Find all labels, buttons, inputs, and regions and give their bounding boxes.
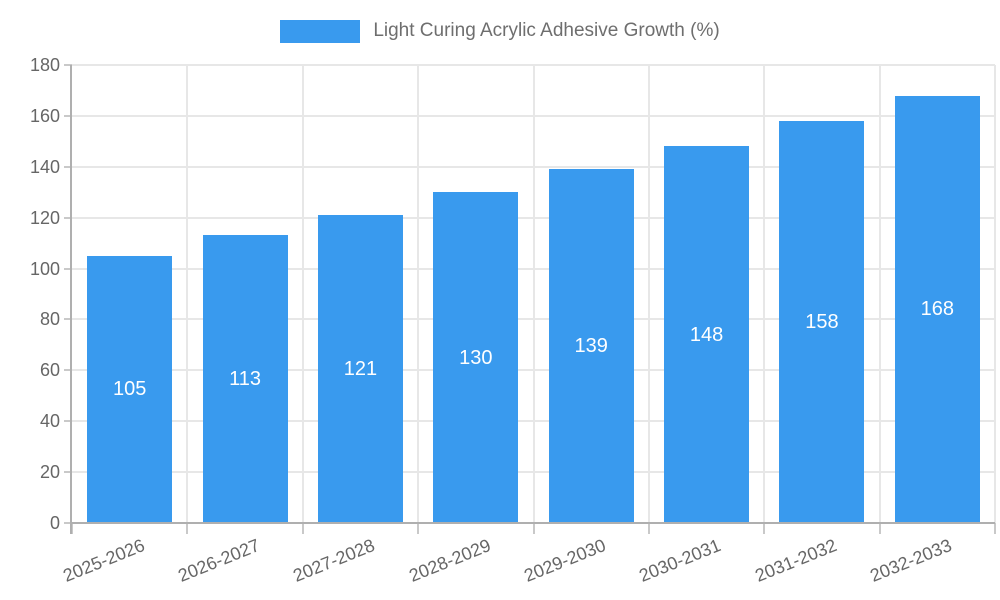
v-gridline xyxy=(532,65,535,523)
y-tick-label: 100 xyxy=(29,258,60,279)
bar-value-label: 148 xyxy=(689,323,724,346)
y-tick-label: 180 xyxy=(29,55,60,75)
y-tick xyxy=(64,216,72,219)
legend-swatch xyxy=(280,19,361,43)
legend[interactable]: Light Curing Acrylic Adhesive Growth (%) xyxy=(0,18,1000,44)
x-tick xyxy=(532,523,535,534)
y-tick xyxy=(64,114,72,117)
y-tick-label: 160 xyxy=(29,105,60,126)
y-tick xyxy=(64,318,72,321)
v-gridline xyxy=(763,65,766,523)
x-tick xyxy=(878,523,881,534)
x-tick-label: 2030-2031 xyxy=(636,535,725,586)
x-tick xyxy=(71,523,73,534)
bar[interactable] xyxy=(664,146,750,523)
x-tick-label: 2025-2026 xyxy=(59,535,148,586)
x-tick-label: 2032-2033 xyxy=(867,535,955,586)
x-tick xyxy=(763,523,766,534)
bar-value-label: 139 xyxy=(574,335,608,358)
bar-value-label: 130 xyxy=(459,346,493,369)
y-tick-label: 80 xyxy=(39,309,60,330)
x-tick-label: 2027-2028 xyxy=(290,535,378,586)
y-tick-label: 140 xyxy=(29,156,60,177)
x-tick xyxy=(301,523,304,534)
bar-value-label: 105 xyxy=(113,378,147,401)
x-axis-line xyxy=(70,522,995,524)
v-gridline xyxy=(417,65,420,523)
y-tick xyxy=(64,471,72,474)
bar[interactable] xyxy=(548,169,634,523)
bar[interactable] xyxy=(317,215,403,523)
y-tick xyxy=(64,420,72,423)
x-tick xyxy=(417,523,420,534)
y-tick-label: 120 xyxy=(29,207,60,228)
bar[interactable] xyxy=(433,192,519,523)
x-tick-label: 2028-2029 xyxy=(405,535,494,586)
bar[interactable] xyxy=(894,95,980,523)
v-gridline xyxy=(647,65,650,523)
y-axis-line xyxy=(70,65,72,534)
v-gridline xyxy=(186,65,189,523)
y-tick xyxy=(64,369,72,372)
x-tick-label: 2031-2032 xyxy=(752,535,840,586)
x-tick-label: 2029-2030 xyxy=(521,535,609,586)
bar-value-label: 158 xyxy=(805,310,839,333)
bar[interactable] xyxy=(779,120,865,523)
x-tick xyxy=(994,523,996,534)
y-tick-label: 20 xyxy=(39,462,60,483)
v-gridline xyxy=(301,65,304,523)
v-gridline xyxy=(878,65,881,523)
x-tick xyxy=(647,523,650,534)
y-tick-label: 40 xyxy=(39,411,60,432)
x-tick-label: 2026-2027 xyxy=(175,535,263,586)
x-tick xyxy=(186,523,189,534)
y-tick xyxy=(64,165,72,168)
bar-value-label: 113 xyxy=(229,368,261,391)
legend-label: Light Curing Acrylic Adhesive Growth (%) xyxy=(373,20,720,41)
bar-value-label: 168 xyxy=(920,298,954,321)
y-tick-label: 0 xyxy=(49,513,60,533)
y-tick xyxy=(64,267,72,270)
bar-value-label: 121 xyxy=(343,358,378,381)
bar[interactable] xyxy=(87,255,173,523)
bar[interactable] xyxy=(202,235,288,523)
y-tick xyxy=(64,522,72,524)
v-gridline xyxy=(994,65,996,523)
y-tick xyxy=(64,64,72,66)
y-tick-label: 60 xyxy=(39,360,60,381)
